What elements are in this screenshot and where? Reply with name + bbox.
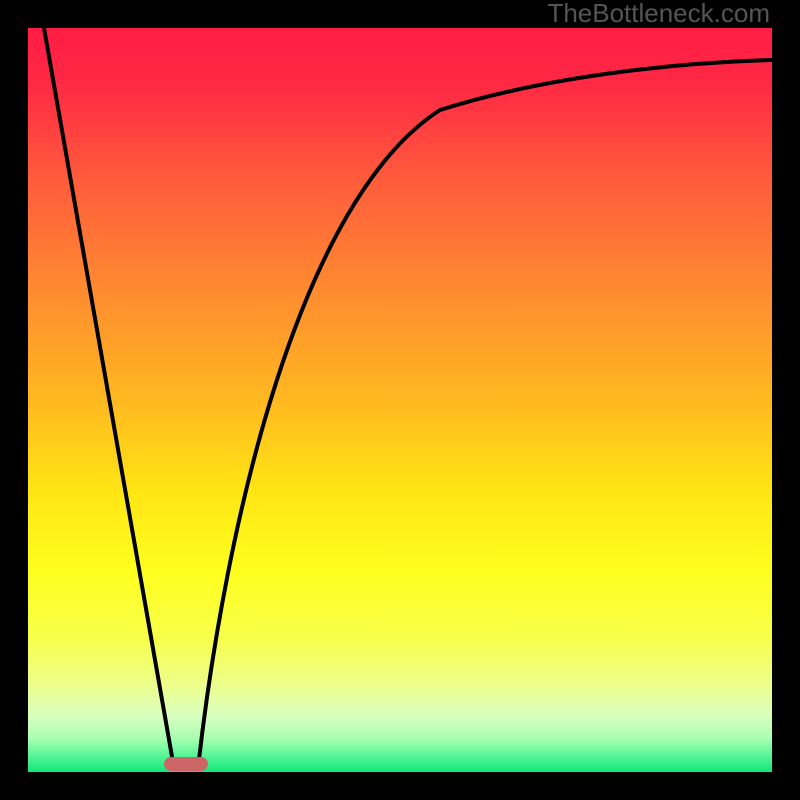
watermark-text: TheBottleneck.com bbox=[547, 0, 770, 28]
chart-stage: TheBottleneck.com bbox=[0, 0, 800, 800]
plot-background bbox=[28, 28, 772, 772]
bottleneck-chart: TheBottleneck.com bbox=[0, 0, 800, 800]
min-marker bbox=[164, 757, 208, 771]
